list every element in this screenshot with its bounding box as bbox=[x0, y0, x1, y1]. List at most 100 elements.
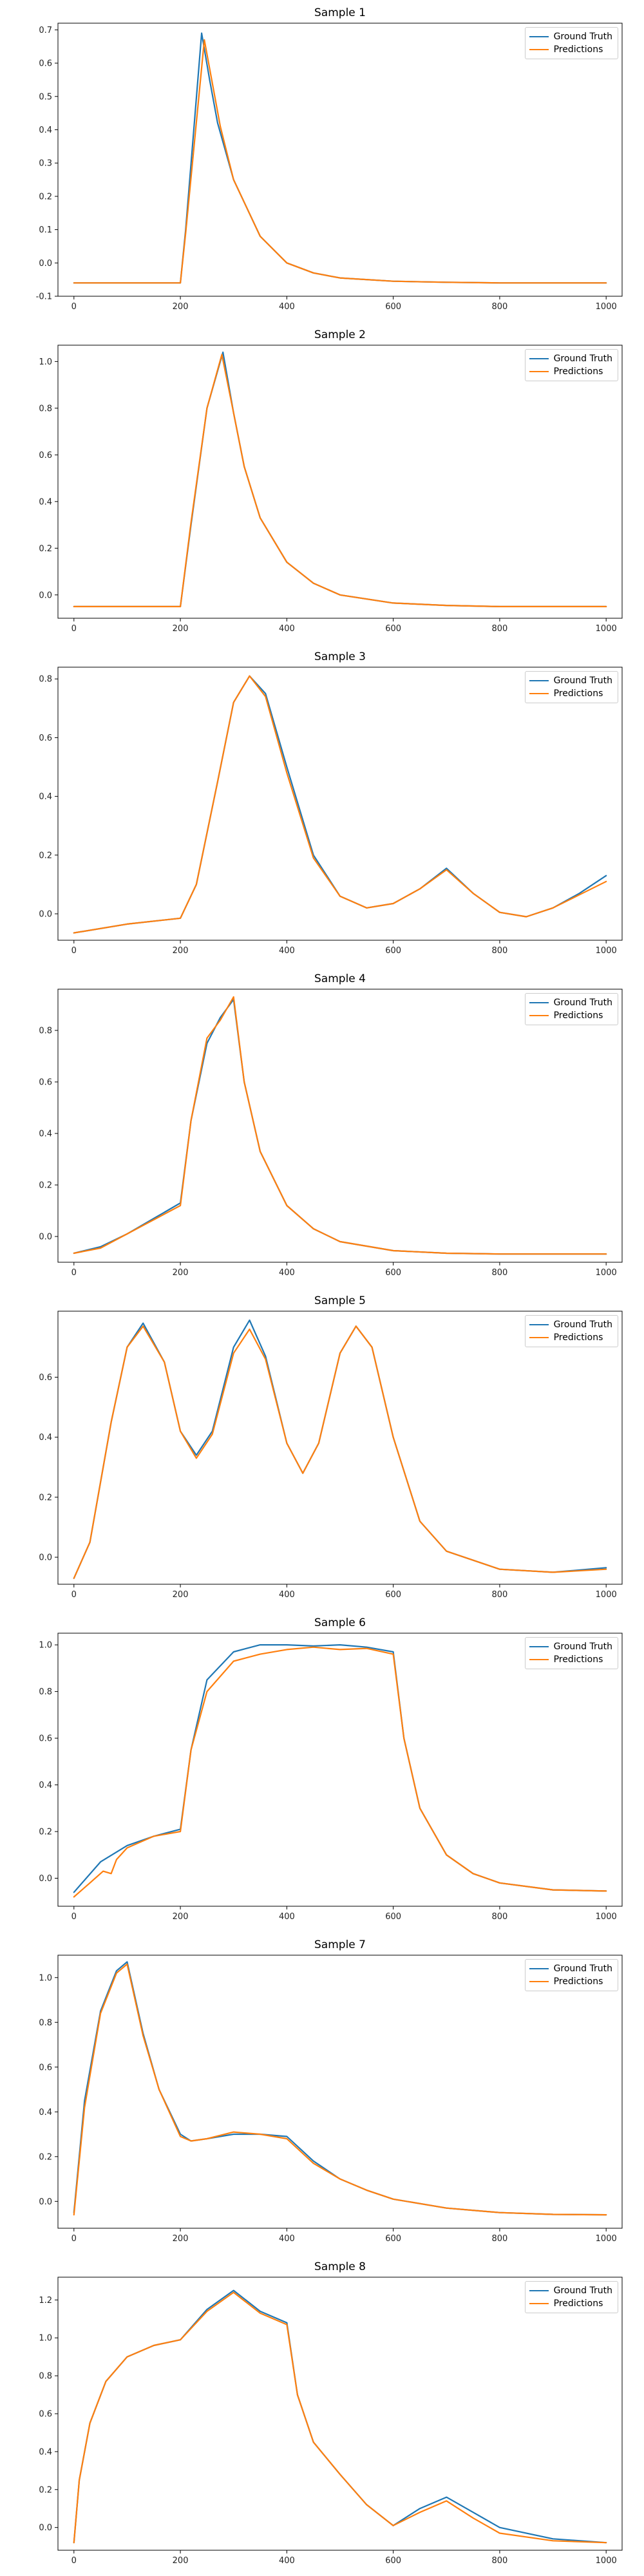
legend-swatch bbox=[529, 1659, 549, 1660]
y-tick-label: 0.6 bbox=[39, 1734, 52, 1744]
chart-title: Sample 2 bbox=[314, 328, 366, 341]
axes-frame bbox=[57, 345, 623, 619]
legend-predictions: Predictions bbox=[529, 2297, 612, 2310]
x-tick-label: 200 bbox=[173, 2234, 189, 2244]
y-tick-label: 0.0 bbox=[39, 259, 52, 269]
y-tick-label: 0.6 bbox=[39, 734, 52, 743]
legend-ground-truth: Ground Truth bbox=[529, 996, 612, 1009]
chart-title: Sample 1 bbox=[314, 6, 366, 19]
axes-frame bbox=[57, 1311, 623, 1585]
legend-label: Predictions bbox=[553, 688, 603, 699]
legend-label: Ground Truth bbox=[553, 998, 612, 1008]
y-tick-label: 0.4 bbox=[39, 1781, 52, 1790]
legend: Ground Truth Predictions bbox=[524, 993, 618, 1025]
legend-predictions: Predictions bbox=[529, 1331, 612, 1344]
x-tick-label: 400 bbox=[279, 624, 295, 634]
legend-ground-truth: Ground Truth bbox=[529, 1318, 612, 1331]
x-tick-label: 0 bbox=[71, 624, 77, 634]
legend-label: Ground Truth bbox=[553, 354, 612, 364]
legend-swatch bbox=[529, 680, 549, 681]
y-tick-label: 0.6 bbox=[39, 2410, 52, 2420]
x-tick-label: 600 bbox=[385, 302, 401, 312]
series-ground-truth-line bbox=[73, 675, 607, 934]
y-tick-label: 1.0 bbox=[39, 2334, 52, 2344]
legend-ground-truth: Ground Truth bbox=[529, 352, 612, 365]
x-tick-label: 0 bbox=[71, 2234, 77, 2244]
x-tick-label: 800 bbox=[492, 1590, 508, 1600]
axes-frame bbox=[57, 2277, 623, 2551]
legend-swatch bbox=[529, 2303, 549, 2304]
y-tick-label: -0.1 bbox=[36, 292, 52, 302]
legend-label: Ground Truth bbox=[553, 1320, 612, 1330]
axes-frame bbox=[57, 1633, 623, 1907]
series-predictions-line bbox=[73, 2291, 607, 2544]
chart-panel-2: Sample 2 0 200 400 600 800 1000 0.0 0.2 0.4 0.6 0.8… bbox=[0, 322, 644, 644]
series-predictions-line bbox=[73, 39, 607, 284]
chart-panel-5: Sample 5 0 200 400 600 800 1000 0.0 0.2 0.4 0.6 Gro… bbox=[0, 1288, 644, 1610]
y-tick-label: 0.0 bbox=[39, 909, 52, 919]
x-tick-label: 0 bbox=[71, 302, 77, 312]
y-tick-label: 1.0 bbox=[39, 1973, 52, 1983]
x-tick-label: 800 bbox=[492, 2234, 508, 2244]
legend-label: Ground Truth bbox=[553, 2286, 612, 2296]
legend-label: Ground Truth bbox=[553, 676, 612, 686]
chart-panel-6: Sample 6 0 200 400 600 800 1000 0.0 0.2 0.4 0.6 0.8… bbox=[0, 1610, 644, 1932]
y-tick-label: 0.0 bbox=[39, 591, 52, 600]
x-tick-label: 200 bbox=[173, 2556, 189, 2566]
x-tick-label: 1000 bbox=[596, 2234, 617, 2244]
x-tick-label: 0 bbox=[71, 1590, 77, 1600]
x-tick-label: 0 bbox=[71, 1268, 77, 1278]
y-tick-label: 0.2 bbox=[39, 1828, 52, 1837]
y-tick-label: 0.0 bbox=[39, 1874, 52, 1884]
chart-svg: 0 200 400 600 800 1000 0.0 0.2 0.4 0.6 bbox=[39, 1311, 623, 1600]
legend-swatch bbox=[529, 371, 549, 372]
y-tick-label: 0.3 bbox=[39, 159, 52, 169]
y-tick-label: 1.0 bbox=[39, 357, 52, 367]
y-tick-label: 0.6 bbox=[39, 1078, 52, 1088]
chart-svg: 0 200 400 600 800 1000 0.0 0.2 0.4 0.6 0.8 bbox=[39, 989, 623, 1278]
axes-frame bbox=[57, 989, 623, 1263]
x-tick-label: 600 bbox=[385, 1912, 401, 1922]
legend-label: Predictions bbox=[553, 1976, 603, 1987]
y-tick-label: 0.4 bbox=[39, 1130, 52, 1139]
series-ground-truth-line bbox=[73, 32, 607, 284]
legend-swatch bbox=[529, 1337, 549, 1338]
x-tick-label: 1000 bbox=[596, 624, 617, 634]
x-tick-label: 800 bbox=[492, 946, 508, 956]
x-tick-label: 800 bbox=[492, 2556, 508, 2566]
x-tick-label: 800 bbox=[492, 302, 508, 312]
x-tick-label: 400 bbox=[279, 2556, 295, 2566]
y-tick-label: 0.2 bbox=[39, 2485, 52, 2495]
legend: Ground Truth Predictions bbox=[524, 1637, 618, 1669]
chart-panel-3: Sample 3 0 200 400 600 800 1000 0.0 0.2 0.4 0.6 0.8… bbox=[0, 644, 644, 966]
legend-predictions: Predictions bbox=[529, 687, 612, 700]
x-tick-label: 400 bbox=[279, 1268, 295, 1278]
y-tick-label: 0.2 bbox=[39, 1181, 52, 1191]
x-tick-label: 400 bbox=[279, 1912, 295, 1922]
x-tick-label: 600 bbox=[385, 624, 401, 634]
x-tick-label: 0 bbox=[71, 1912, 77, 1922]
legend: Ground Truth Predictions bbox=[524, 2281, 618, 2313]
legend-label: Predictions bbox=[553, 366, 603, 377]
axes-frame bbox=[57, 1955, 623, 2229]
chart-panel-8: Sample 8 0 200 400 600 800 1000 0.0 0.2 0.4 0.6 0.8… bbox=[0, 2254, 644, 2576]
chart-title: Sample 6 bbox=[314, 1616, 366, 1629]
series-predictions-line bbox=[73, 1325, 607, 1579]
legend-predictions: Predictions bbox=[529, 1975, 612, 1988]
legend-label: Predictions bbox=[553, 2298, 603, 2309]
legend: Ground Truth Predictions bbox=[524, 671, 618, 703]
x-tick-label: 200 bbox=[173, 1268, 189, 1278]
x-tick-label: 600 bbox=[385, 1590, 401, 1600]
y-tick-label: 0.2 bbox=[39, 192, 52, 202]
chart-svg: 0 200 400 600 800 1000 0.0 0.2 0.4 0.6 0.8 1.0 1.2 bbox=[39, 2277, 623, 2566]
y-tick-label: 0.0 bbox=[39, 2523, 52, 2533]
x-tick-label: 1000 bbox=[596, 946, 617, 956]
y-tick-label: 0.2 bbox=[39, 1493, 52, 1502]
legend-swatch bbox=[529, 1981, 549, 1982]
y-tick-label: 0.8 bbox=[39, 1687, 52, 1697]
series-ground-truth-line bbox=[73, 1643, 607, 1893]
chart-svg: 0 200 400 600 800 1000 -0.1 0.0 0.1 0.2 0.3 0.4 0.5 0… bbox=[36, 23, 623, 312]
legend-ground-truth: Ground Truth bbox=[529, 674, 612, 687]
legend-label: Predictions bbox=[553, 1654, 603, 1665]
chart-panel-1: Sample 1 0 200 400 600 800 1000 -0.1 0.0 0.1 0.2 0.… bbox=[0, 0, 644, 322]
